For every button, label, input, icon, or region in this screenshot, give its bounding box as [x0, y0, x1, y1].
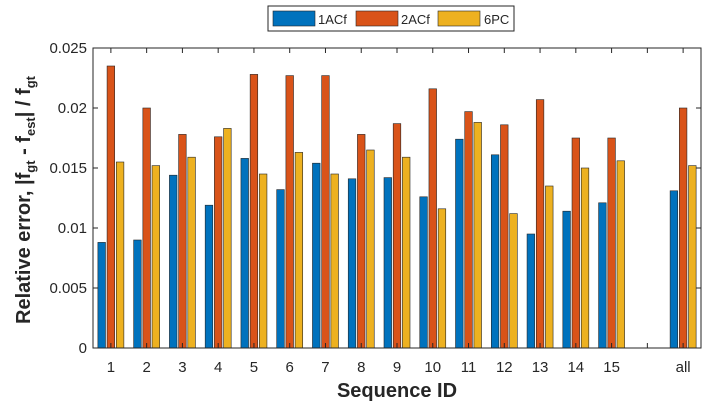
bar-1ACf-2: [133, 239, 142, 349]
bar-6PC-15: [616, 160, 625, 349]
bar-2ACf-9: [392, 123, 402, 349]
bar-6PC-5: [259, 173, 268, 349]
x-tick-label: all: [676, 359, 691, 376]
x-axis-title: Sequence ID: [337, 380, 457, 402]
x-tick-label: 4: [214, 359, 222, 376]
bar-6PC-12: [509, 213, 518, 349]
bar-1ACf-4: [204, 204, 214, 349]
bar-1ACf-8: [347, 178, 357, 349]
bar-1ACf-6: [276, 189, 285, 349]
bar-1ACf-3: [169, 174, 178, 349]
bar-6PC-14: [580, 167, 590, 349]
y-title-prefix: Relative error, |f: [13, 172, 35, 324]
legend-swatch-1ACf: [272, 10, 316, 27]
legend-label-2ACf: 2ACf: [401, 12, 430, 27]
y-title-sub1: gt: [23, 160, 38, 173]
bar-2ACf-10: [428, 88, 437, 349]
bar-2ACf-8: [357, 134, 366, 349]
bar-1ACf-13: [526, 233, 535, 349]
x-tick-label: 2: [142, 359, 150, 376]
legend-swatch-6PC: [437, 10, 481, 27]
bar-6PC-all: [688, 165, 697, 349]
bar-1ACf-1: [97, 242, 106, 349]
bar-6PC-9: [402, 156, 411, 349]
bar-6PC-10: [437, 208, 447, 349]
x-tick-label: 6: [286, 359, 294, 376]
bar-2ACf-4: [214, 136, 223, 349]
bar-2ACf-1: [106, 65, 115, 349]
bar-2ACf-5: [249, 74, 259, 349]
bar-1ACf-all: [669, 190, 679, 349]
x-tick-label: 9: [393, 359, 401, 376]
bar-1ACf-12: [490, 154, 500, 349]
legend-swatch-2ACf: [355, 10, 399, 27]
bar-2ACf-15: [607, 137, 616, 349]
bar-2ACf-3: [178, 134, 187, 349]
y-tick-label: 0.02: [58, 100, 87, 117]
x-tick-label: 7: [321, 359, 329, 376]
bar-6PC-4: [223, 128, 232, 349]
y-tick-label: 0.005: [49, 280, 87, 297]
y-title-mid2: | / f: [13, 88, 35, 117]
x-tick-label: 5: [250, 359, 258, 376]
bar-1ACf-9: [383, 177, 392, 349]
legend-label-6PC: 6PC: [484, 12, 509, 27]
y-tick-label: 0: [79, 340, 87, 357]
bar-6PC-8: [366, 149, 375, 349]
bar-6PC-13: [545, 185, 554, 349]
bar-1ACf-7: [312, 162, 321, 349]
x-tick-label: 10: [424, 359, 441, 376]
y-title-sub3: gt: [23, 75, 38, 88]
bar-6PC-1: [115, 161, 125, 349]
legend: 1ACf 2ACf 6PC: [267, 5, 515, 32]
y-tick-label: 0.015: [49, 160, 87, 177]
bar-6PC-11: [473, 122, 482, 349]
x-axis: 1 2 3 4 5 6 7 8 9 10 11 12 13 14 15 all: [107, 48, 691, 376]
bar-2ACf-13: [535, 99, 545, 349]
bar-1ACf-5: [240, 158, 249, 349]
x-tick-label: 3: [178, 359, 186, 376]
bar-2ACf-11: [464, 111, 473, 349]
y-title-sub2: est: [23, 117, 38, 136]
x-tick-label: 15: [603, 359, 620, 376]
bar-2ACf-2: [142, 107, 151, 349]
y-tick-label: 0.025: [49, 40, 87, 57]
bar-6PC-7: [330, 173, 339, 349]
x-tick-label: 8: [357, 359, 365, 376]
x-tick-label: 1: [107, 359, 115, 376]
x-tick-label: 13: [532, 359, 549, 376]
bar-2ACf-14: [571, 137, 580, 349]
bar-1ACf-15: [598, 202, 607, 349]
x-tick-label: 14: [567, 359, 584, 376]
legend-label-1ACf: 1ACf: [318, 12, 347, 27]
x-tick-label: 11: [461, 359, 477, 376]
bar-2ACf-6: [285, 75, 294, 349]
y-axis: 0 0.005 0.01 0.015 0.02 0.025: [49, 40, 701, 357]
x-tick-label: 12: [496, 359, 513, 376]
bar-2ACf-12: [500, 124, 509, 349]
bar-2ACf-all: [679, 107, 688, 349]
bars-group: [97, 65, 697, 349]
bar-6PC-6: [294, 152, 304, 349]
bar-1ACf-10: [419, 196, 428, 349]
bar-2ACf-7: [321, 75, 330, 349]
bar-6PC-3: [187, 156, 196, 349]
y-title-mid1: - f: [13, 136, 35, 161]
bar-6PC-2: [151, 165, 160, 349]
y-axis-title: Relative error, |fgt - fest| / fgt: [13, 75, 38, 324]
y-tick-label: 0.01: [58, 220, 87, 237]
bar-1ACf-14: [562, 210, 571, 349]
bar-1ACf-11: [455, 138, 464, 349]
